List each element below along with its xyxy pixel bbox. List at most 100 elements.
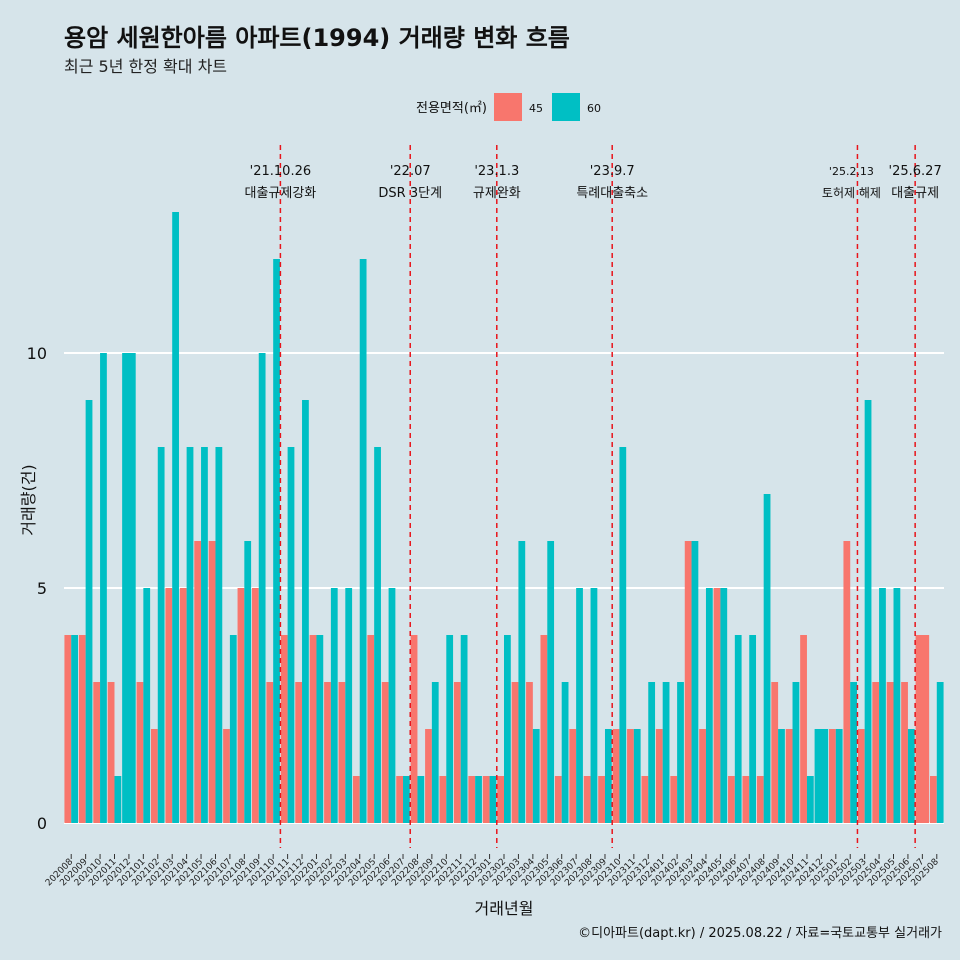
bar-202501-45	[829, 729, 836, 823]
legend-label-60: 60	[587, 102, 601, 115]
bar-202502-60	[850, 682, 858, 823]
bar-202102-45	[150, 729, 158, 823]
bar-202303-60	[518, 541, 526, 823]
bar-202310-45	[612, 729, 620, 823]
bar-202309-45	[598, 776, 605, 823]
bar-202108-45	[237, 588, 245, 823]
bar-202309-60	[604, 729, 612, 823]
chart-title: 용암 세원한아름 아파트(1994) 거래량 변화 흐름	[64, 24, 570, 52]
chart-subtitle: 최근 5년 한정 확대 차트	[64, 57, 228, 76]
bar-202104-45	[179, 588, 187, 823]
bar-202402-60	[677, 682, 684, 823]
bar-202107-45	[223, 729, 230, 823]
bar-202203-60	[345, 588, 353, 823]
bar-202104-60	[186, 447, 194, 823]
bar-202209-45	[425, 729, 432, 823]
bar-202311-45	[627, 729, 634, 823]
event-date-5: '25.6.27	[889, 164, 942, 179]
bar-202201-45	[309, 635, 317, 823]
x-axis-label: 거래년월	[475, 899, 534, 918]
bar-202305-60	[547, 541, 555, 823]
bar-202207-45	[396, 776, 404, 823]
bar-202202-45	[324, 682, 331, 823]
bar-202310-60	[619, 447, 627, 823]
bar-202204-60	[359, 259, 367, 823]
bar-202009-45	[78, 635, 86, 823]
bar-202101-60	[143, 588, 151, 823]
bar-202406-60	[734, 635, 742, 823]
bar-202208-60	[417, 776, 425, 823]
bar-202112-60	[302, 400, 309, 823]
bar-202210-45	[439, 776, 447, 823]
y-tick-label-0: 0	[37, 814, 47, 833]
bar-202302-60	[504, 635, 511, 823]
bar-202208-45	[410, 635, 418, 823]
bar-202404-45	[699, 729, 706, 823]
bar-202405-45	[713, 588, 721, 823]
bar-202106-60	[215, 447, 223, 823]
event-date-4: '25.2.13	[829, 165, 874, 178]
bar-202401-60	[662, 682, 670, 823]
event-label-2: 규제완화	[473, 186, 521, 201]
bar-202406-45	[728, 776, 735, 823]
bar-202207-60	[403, 776, 410, 823]
bar-202402-45	[670, 776, 678, 823]
bar-202507-45	[915, 635, 930, 823]
bar-202506-60	[907, 729, 915, 823]
bar-202109-45	[251, 588, 259, 823]
bar-202010-45	[93, 682, 101, 823]
bar-202308-60	[590, 588, 598, 823]
bar-202312-45	[641, 776, 649, 823]
bar-202304-45	[526, 682, 533, 823]
bar-202308-45	[583, 776, 591, 823]
bar-202301-45	[482, 776, 490, 823]
event-label-5: 대출규제	[891, 186, 939, 201]
bar-202407-60	[749, 635, 757, 823]
bar-202304-60	[532, 729, 540, 823]
bar-202204-45	[352, 776, 360, 823]
bar-202206-60	[388, 588, 396, 823]
bar-202111-45	[280, 635, 288, 823]
bar-202408-60	[763, 494, 771, 823]
bar-202107-60	[229, 635, 237, 823]
bar-202501-60	[835, 729, 843, 823]
bar-202105-45	[194, 541, 202, 823]
bar-202502-45	[843, 541, 851, 823]
bar-202412-60	[814, 729, 829, 823]
event-label-0: 대출규제강화	[245, 186, 317, 201]
bar-202101-45	[136, 682, 144, 823]
bar-202202-60	[330, 588, 338, 823]
bar-202106-45	[208, 541, 216, 823]
y-tick-label-5: 5	[37, 579, 47, 598]
event-label-4: 토허제 해제	[822, 186, 881, 200]
bar-202411-60	[806, 776, 814, 823]
event-date-2: '23.1.3	[474, 164, 519, 179]
legend-swatch-60	[552, 93, 580, 121]
chart-caption: ©디아파트(dapt.kr) / 2025.08.22 / 자료=국토교통부 실…	[578, 926, 942, 941]
bar-202210-60	[446, 635, 454, 823]
bar-202206-45	[381, 682, 389, 823]
bar-202503-60	[864, 400, 872, 823]
bar-202102-60	[157, 447, 165, 823]
y-tick-label-10: 10	[27, 344, 47, 363]
bar-202411-45	[800, 635, 807, 823]
bar-202407-45	[742, 776, 750, 823]
bar-202110-60	[273, 259, 280, 823]
bar-202209-60	[431, 682, 439, 823]
bar-202410-45	[785, 729, 793, 823]
bar-202409-45	[771, 682, 779, 823]
bar-202203-45	[338, 682, 346, 823]
event-date-0: '21.10.26	[250, 164, 311, 179]
bar-202205-60	[374, 447, 381, 823]
bar-202009-60	[85, 400, 93, 823]
bar-202010-60	[100, 353, 107, 823]
bar-202312-60	[648, 682, 656, 823]
event-date-3: '23.9.7	[590, 164, 635, 179]
bar-202410-60	[792, 682, 800, 823]
bar-202508-60	[936, 682, 944, 823]
bar-202012-60	[122, 353, 136, 823]
legend-label-45: 45	[529, 102, 543, 115]
bar-202112-45	[295, 682, 303, 823]
bar-202008-60	[71, 635, 78, 823]
